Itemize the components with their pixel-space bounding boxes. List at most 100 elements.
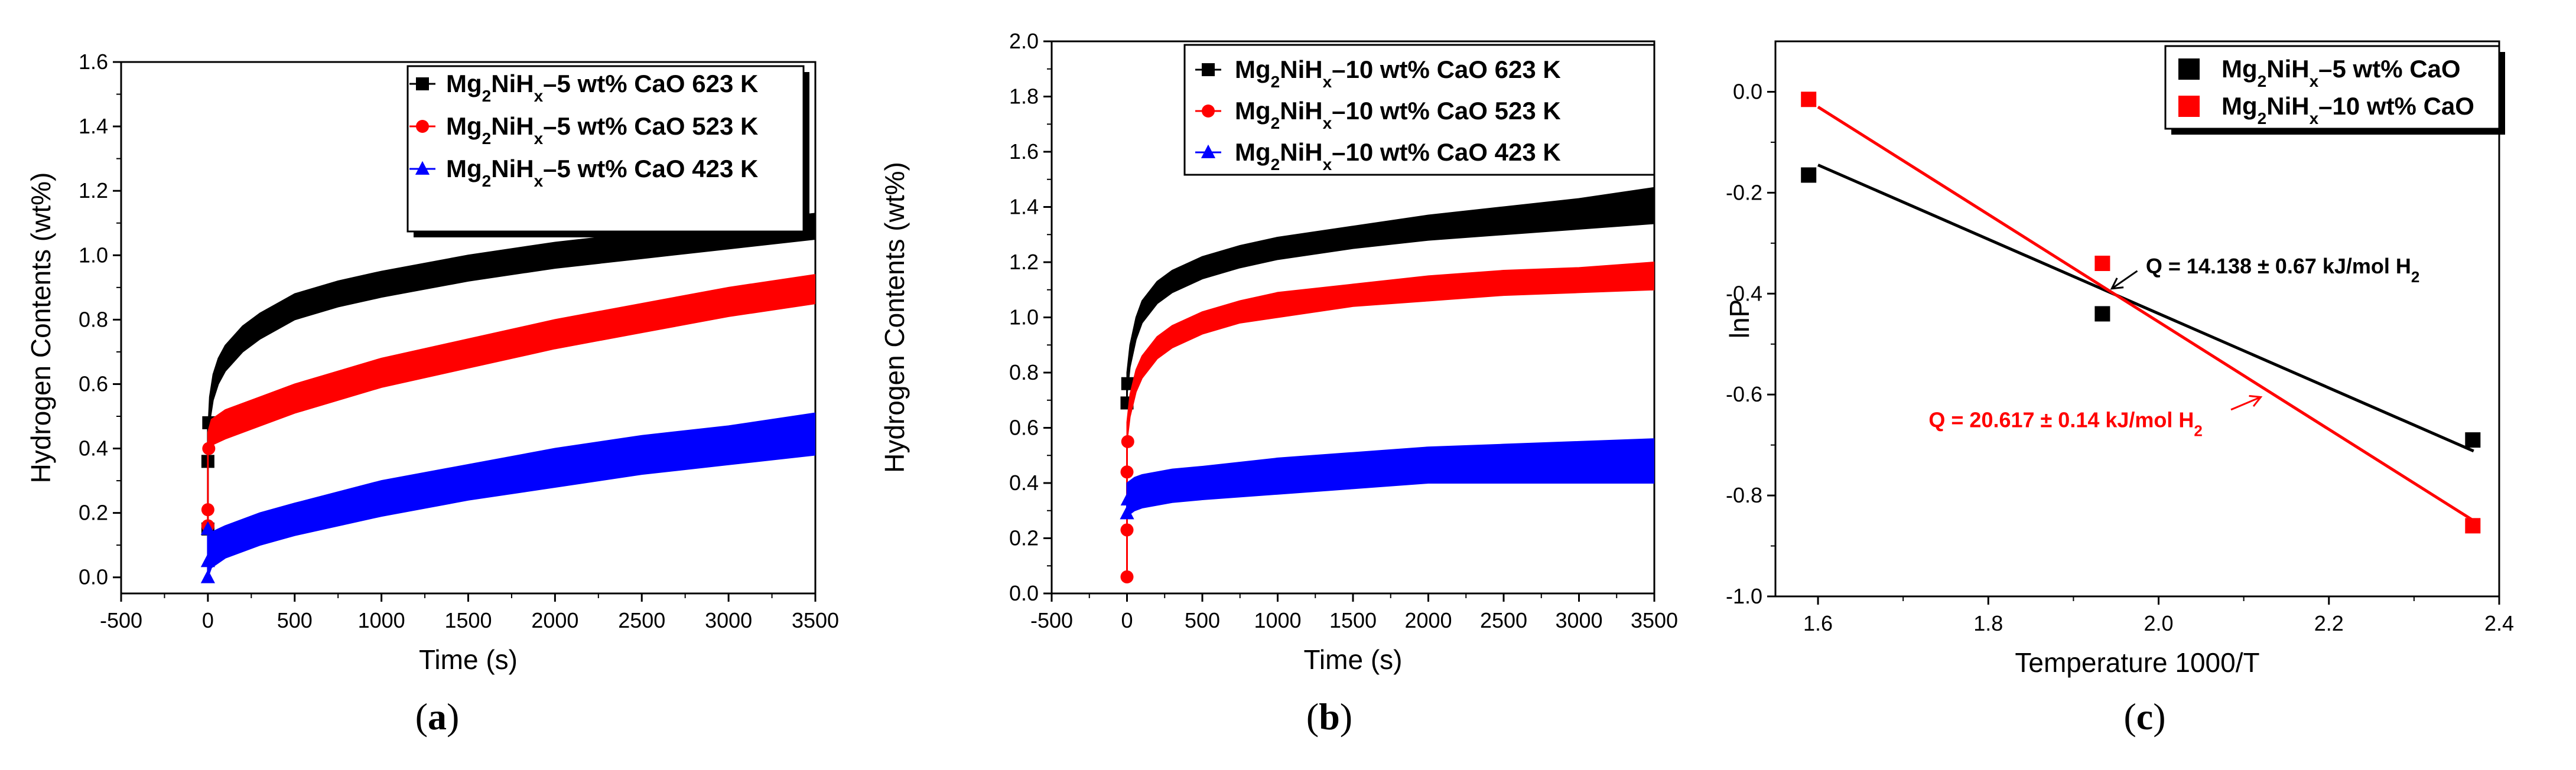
y-tick-label: 1.4 <box>79 114 108 138</box>
panel-label: (a) <box>415 696 460 738</box>
legend-marker <box>416 77 429 90</box>
y-tick-label: 0.4 <box>79 436 108 461</box>
data-point <box>2465 432 2481 448</box>
y-axis-label: lnP <box>1724 299 1755 338</box>
annotation-arrowhead <box>2110 278 2124 290</box>
annotation-arrow <box>2230 396 2262 411</box>
panel-label: (c) <box>2123 696 2165 738</box>
y-tick-label: 1.2 <box>79 178 108 203</box>
x-tick-label: 1000 <box>358 608 405 632</box>
data-point <box>2465 518 2481 534</box>
series-3 <box>1120 438 1654 520</box>
series-2 <box>1801 92 2481 534</box>
legend-label: Mg2NiHx–10 wt% CaO 523 K <box>1235 97 1561 132</box>
x-tick-label: 0 <box>202 608 214 632</box>
y-tick-label: 0.0 <box>1009 581 1039 605</box>
y-tick-label: 1.8 <box>1009 84 1039 109</box>
x-tick-label: 3000 <box>705 608 752 632</box>
y-tick-label: -0.6 <box>1726 382 1762 406</box>
y-tick-label: 0.0 <box>79 565 108 589</box>
series-band <box>207 273 815 455</box>
legend: Mg2NiHx–10 wt% CaO 623 K Mg2NiHx–10 wt% C… <box>1183 44 1655 176</box>
x-tick-label: 1.8 <box>1973 611 2003 635</box>
legend-marker <box>1202 105 1215 118</box>
legend-box <box>2164 45 2500 130</box>
legend-label: Mg2NiHx–5 wt% CaO 623 K <box>446 70 758 105</box>
data-layer <box>200 213 815 583</box>
annotation-arrow <box>2111 270 2138 289</box>
y-tick-label: 1.6 <box>79 50 108 74</box>
y-tick-label: 0.8 <box>1009 360 1039 384</box>
legend-box <box>1183 44 1655 176</box>
data-point <box>200 553 215 567</box>
x-tick-label: 0 <box>1121 608 1133 632</box>
series-2 <box>1120 261 1654 583</box>
annotation-text: Q = 14.138 ± 0.67 kJ/mol H2 <box>2146 254 2419 286</box>
annotation-arrowhead <box>2249 394 2263 407</box>
x-tick-label: 2000 <box>531 608 578 632</box>
data-point <box>2094 306 2110 322</box>
x-axis-label: Time (s) <box>419 644 518 675</box>
panel-label: (b) <box>1306 696 1352 738</box>
plot-frame <box>1774 40 2500 598</box>
annotation-text: Q = 20.617 ± 0.14 kJ/mol H2 <box>1928 408 2202 440</box>
series-band <box>1126 261 1654 442</box>
data-point <box>201 503 214 517</box>
series-band <box>207 213 815 455</box>
legend-label: Mg2NiHx–10 wt% CaO 423 K <box>1235 138 1561 174</box>
legend: Mg2NiHx–5 wt% CaO 623 K Mg2NiHx–5 wt% CaO… <box>406 65 809 237</box>
data-point <box>200 521 215 535</box>
data-layer <box>1801 92 2481 534</box>
y-axis-label: Hydrogen Contents (wt%) <box>879 162 910 473</box>
y-tick-label: -0.8 <box>1726 483 1762 507</box>
chart-panel-c: 1.6 1.8 2.0 2.2 2.4 -1.0 -0.8 -0.6 -0.4 -0.2 0.0 Te… <box>1724 40 2514 738</box>
x-tick-label: 2.4 <box>2484 611 2514 635</box>
x-tick-label: 2.2 <box>2314 611 2344 635</box>
legend-marker <box>1202 63 1215 76</box>
series-band <box>207 412 815 578</box>
data-point <box>1121 377 1134 390</box>
y-tick-label: 0.2 <box>79 501 108 525</box>
data-point <box>1120 523 1134 537</box>
y-tick-label: 0.6 <box>1009 416 1039 440</box>
x-tick-label: 1000 <box>1254 608 1301 632</box>
x-tick-label: 3500 <box>1631 608 1678 632</box>
data-point <box>1120 570 1134 583</box>
y-tick-label: 0.4 <box>1009 471 1039 495</box>
y-tick-label: 2.0 <box>1009 29 1039 53</box>
x-axis-label: Temperature 1000/T <box>2015 647 2259 678</box>
y-tick-label: -0.4 <box>1726 281 1762 305</box>
y-tick-label: -0.2 <box>1726 180 1762 204</box>
x-tick-label: 1.6 <box>1803 611 1833 635</box>
legend-marker <box>2178 96 2200 117</box>
x-tick-label: 2000 <box>1404 608 1452 632</box>
y-tick-label: 1.2 <box>1009 250 1039 274</box>
y-tick-label: -1.0 <box>1726 584 1762 608</box>
chart-panel-a: -500 0 500 1000 1500 2000 2500 3000 3500 0.0 0.2 0.… <box>25 50 839 738</box>
data-point <box>1121 435 1134 448</box>
x-tick-label: -500 <box>1030 608 1073 632</box>
x-tick-label: 1500 <box>444 608 492 632</box>
x-tick-label: -500 <box>100 608 142 632</box>
data-point <box>1801 167 1817 183</box>
legend-marker <box>1201 144 1216 158</box>
legend-label: Mg2NiHx–10 wt% CaO <box>2222 92 2474 128</box>
x-tick-label: 2.0 <box>2144 611 2174 635</box>
legend-label: Mg2NiHx–5 wt% CaO 423 K <box>446 155 758 190</box>
y-tick-label: 0.8 <box>79 307 108 331</box>
y-tick-label: 0.0 <box>1733 79 1762 103</box>
legend-label: Mg2NiHx–10 wt% CaO 623 K <box>1235 56 1561 91</box>
data-point <box>202 442 216 455</box>
legend-marker <box>2178 58 2200 80</box>
legend-box <box>406 65 805 233</box>
x-tick-label: 3000 <box>1555 608 1602 632</box>
x-axis-label: Time (s) <box>1304 644 1403 675</box>
y-tick-label: 1.6 <box>1009 139 1039 164</box>
series-band <box>1126 187 1654 395</box>
legend-label: Mg2NiHx–5 wt% CaO <box>2222 55 2461 90</box>
series-band <box>1126 438 1654 518</box>
x-tick-label: 3500 <box>792 608 839 632</box>
data-point <box>1120 465 1134 479</box>
